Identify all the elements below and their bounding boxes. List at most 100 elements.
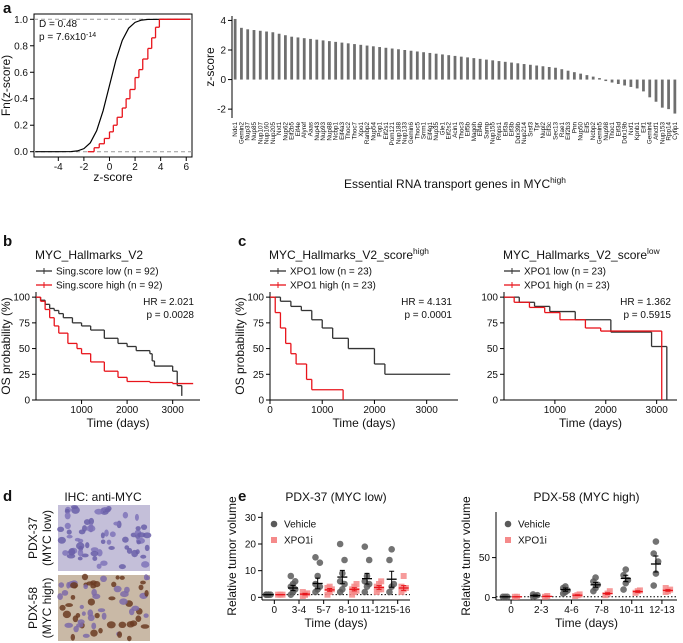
x-tick-label: 3000 xyxy=(646,405,669,416)
cell-nucleus xyxy=(137,532,146,538)
annotation-main: D = 0.48 xyxy=(39,19,78,30)
bar xyxy=(302,38,306,80)
panel-label: c xyxy=(238,233,246,250)
cell-nucleus xyxy=(65,603,73,608)
bar xyxy=(572,72,576,80)
cell-nucleus xyxy=(94,508,104,515)
data-point xyxy=(606,588,613,595)
bar xyxy=(560,69,564,80)
bar xyxy=(585,75,589,80)
x-tick-label: Thoc5 xyxy=(414,122,421,140)
y-tick-label: 25 xyxy=(487,370,499,381)
x-tick-label: 1000 xyxy=(311,405,334,416)
cell-nucleus xyxy=(79,604,84,609)
cell-nucleus xyxy=(138,584,144,591)
cell-nucleus xyxy=(58,582,65,588)
x-tick-label: Eif2s1 xyxy=(383,122,390,140)
bar xyxy=(428,52,432,80)
error-bar xyxy=(635,590,641,593)
legend-label: XPO1 high (n = 23) xyxy=(524,281,610,292)
cell-nucleus xyxy=(66,529,72,535)
cell-nucleus xyxy=(57,526,65,532)
bar xyxy=(265,31,268,80)
x-tick-label: Nup107 xyxy=(257,122,264,145)
cell-nucleus xyxy=(64,512,71,520)
curve xyxy=(35,18,191,153)
x-axis-label-main: Time (days) xyxy=(305,616,368,630)
bar xyxy=(541,66,545,80)
x-tick-label: 12-13 xyxy=(649,605,675,616)
y-tick-label: 4 xyxy=(220,16,226,27)
legend-marker xyxy=(504,520,512,528)
x-axis-label-main: Essential RNA transport genes in MYC xyxy=(344,177,550,191)
data-point xyxy=(654,558,662,565)
cell-nucleus xyxy=(87,598,96,606)
data-point xyxy=(662,585,669,591)
cell-nucleus xyxy=(83,584,89,590)
cell-nucleus xyxy=(81,525,88,532)
x-tick-label: Nup214 xyxy=(521,122,528,145)
cell-nucleus xyxy=(131,549,139,558)
cell-nucleus xyxy=(81,573,89,581)
cell-nucleus xyxy=(64,622,74,628)
data-point xyxy=(353,581,360,587)
y-tick-label: 50 xyxy=(487,344,499,355)
legend-marker xyxy=(505,537,511,543)
cell-nucleus xyxy=(73,625,79,633)
bar xyxy=(359,44,363,80)
x-tick-label: Gemin6 xyxy=(408,122,415,145)
x-tick-label: Nup98 xyxy=(603,122,610,141)
x-tick-label: Nupl2 xyxy=(540,122,547,139)
error-bar xyxy=(532,594,538,597)
x-tick-label: 4 xyxy=(158,162,164,173)
x-tick-label: Pop1 xyxy=(377,122,384,137)
x-tick-label: 2 xyxy=(132,162,138,173)
cell-nucleus xyxy=(91,588,97,597)
bar xyxy=(547,67,551,80)
chart-title-main: MYC_Hallmarks_V2_score xyxy=(503,248,647,262)
x-tick-label: Aaas xyxy=(308,122,315,136)
bar xyxy=(516,63,520,80)
bar xyxy=(453,55,457,80)
cell-nucleus xyxy=(96,563,102,569)
cell-nucleus xyxy=(97,608,106,613)
bar xyxy=(271,32,275,80)
bar xyxy=(346,43,350,80)
x-tick-label: 3000 xyxy=(416,405,439,416)
y-tick-label: 30 xyxy=(245,513,257,524)
legend-marker xyxy=(270,520,278,528)
data-point xyxy=(361,588,369,596)
bar xyxy=(660,79,664,108)
bar xyxy=(528,64,532,80)
x-tick-label: 0 xyxy=(508,605,514,616)
cell-nucleus xyxy=(62,610,72,619)
bar xyxy=(485,59,488,80)
error-bar xyxy=(364,572,370,585)
bar xyxy=(365,45,369,80)
error-bar xyxy=(574,594,580,597)
x-tick-label: Eif2b3 xyxy=(565,122,572,140)
y-tick-label: 100 xyxy=(13,293,30,304)
annotation: p = 0.5915 xyxy=(623,310,671,321)
cell-nucleus xyxy=(141,561,150,568)
cell-nucleus xyxy=(74,537,81,542)
bar xyxy=(616,79,620,84)
cell-nucleus xyxy=(81,553,89,558)
x-tick-label: Pom121 xyxy=(389,122,396,146)
y-tick-label: 75 xyxy=(19,318,31,329)
bar xyxy=(522,64,526,80)
data-point xyxy=(336,578,344,585)
ihc-row-label: PDX-37 xyxy=(26,517,40,559)
cell-nucleus xyxy=(83,519,91,525)
data-point xyxy=(378,578,385,585)
data-point xyxy=(312,554,319,561)
data-point xyxy=(291,578,299,585)
x-tick-label: Nup93 xyxy=(320,122,327,141)
ihc-row-label: PDX-58 xyxy=(26,587,40,629)
y-tick-label: 20 xyxy=(245,540,257,551)
chart-title-main: MYC_Hallmarks_V2 xyxy=(35,248,143,262)
cell-nucleus xyxy=(143,574,149,581)
bar xyxy=(284,35,287,80)
data-point xyxy=(386,556,393,564)
x-tick-label: 3-4 xyxy=(292,605,307,616)
